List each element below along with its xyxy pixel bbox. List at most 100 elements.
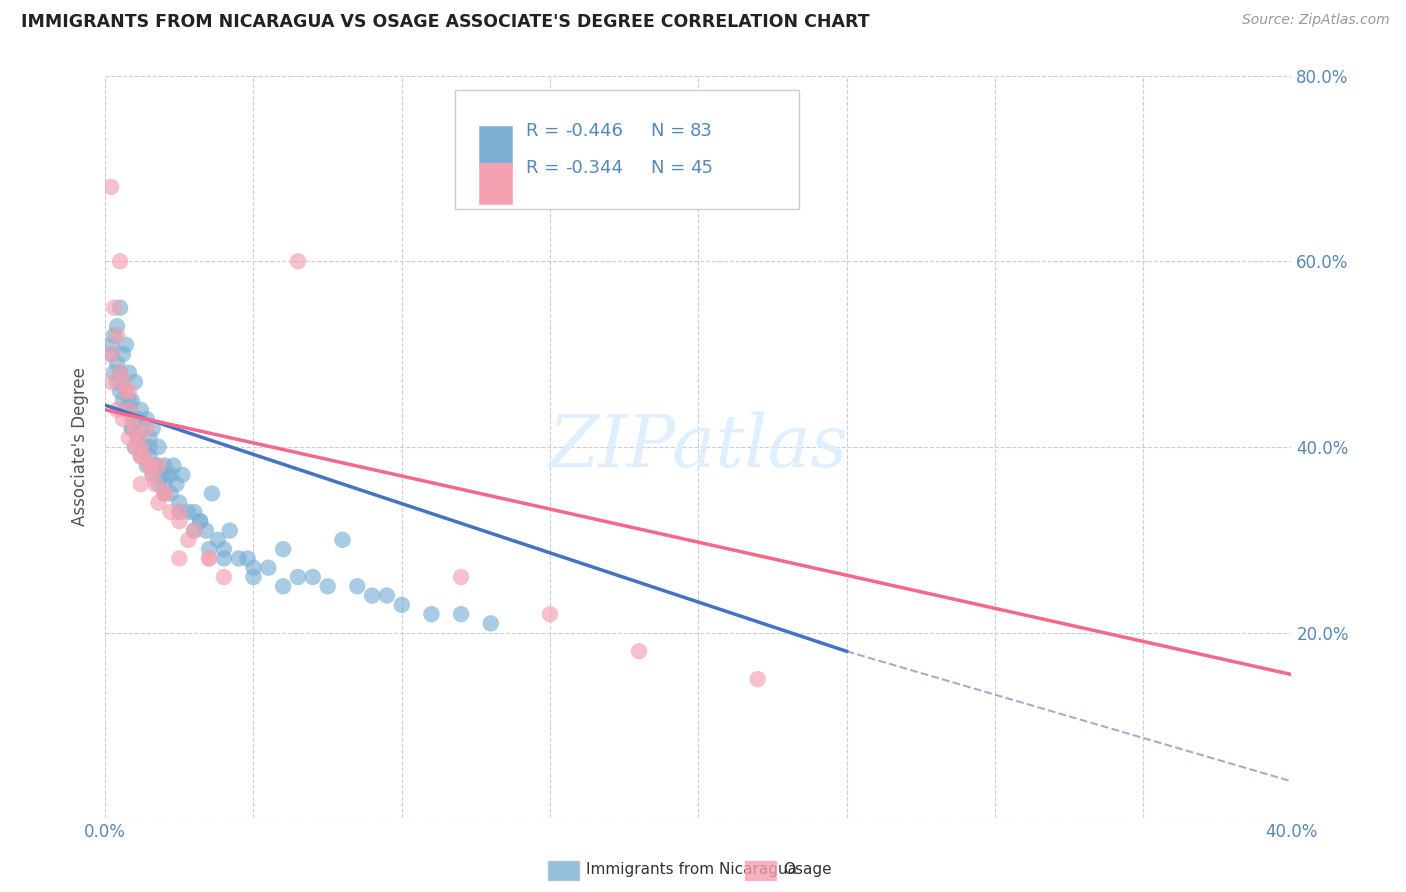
Text: -0.446: -0.446 (565, 122, 623, 140)
Point (162, 458, 184, 473)
Point (159, 505, 181, 519)
Point (169, 551, 191, 566)
Point (195, 524, 218, 538)
Point (198, 542, 221, 557)
Point (150, 467, 173, 482)
FancyBboxPatch shape (479, 126, 512, 167)
Text: N =: N = (651, 122, 690, 140)
Point (169, 505, 191, 519)
Point (172, 467, 194, 482)
Text: ZIPatlas: ZIPatlas (548, 412, 848, 483)
Point (129, 450, 152, 464)
Point (153, 458, 176, 473)
Point (183, 505, 205, 519)
Point (118, 402, 141, 417)
Point (142, 421, 165, 435)
Point (538, 607, 561, 622)
Point (747, 672, 769, 686)
Point (132, 450, 155, 464)
Point (129, 450, 152, 464)
Point (169, 514, 191, 528)
Point (105, 356, 128, 370)
Point (287, 570, 309, 584)
Point (159, 467, 181, 482)
Point (198, 551, 221, 566)
Point (148, 440, 170, 454)
Point (111, 375, 134, 389)
Point (153, 486, 176, 500)
Point (257, 560, 280, 574)
Point (156, 467, 179, 482)
Point (188, 514, 211, 528)
Point (207, 533, 229, 547)
Point (100, 347, 122, 361)
Point (236, 551, 259, 566)
Point (129, 421, 152, 435)
Point (111, 375, 134, 389)
Point (105, 402, 128, 417)
Point (148, 496, 170, 510)
Point (121, 393, 143, 408)
Point (148, 477, 170, 491)
Point (142, 467, 165, 482)
Point (198, 551, 221, 566)
Point (159, 486, 181, 500)
Point (121, 421, 143, 435)
Point (169, 496, 191, 510)
Point (212, 542, 235, 557)
Text: N =: N = (651, 160, 690, 178)
Point (121, 412, 143, 426)
Point (118, 431, 141, 445)
Point (148, 458, 170, 473)
Point (361, 589, 384, 603)
Point (183, 524, 205, 538)
Point (169, 505, 191, 519)
Point (212, 551, 235, 566)
Point (218, 524, 240, 538)
Point (127, 412, 149, 426)
Point (124, 440, 146, 454)
Text: 83: 83 (690, 122, 713, 140)
Text: Osage: Osage (783, 863, 832, 877)
Point (108, 301, 131, 315)
Point (142, 467, 165, 482)
Point (145, 458, 167, 473)
Point (138, 458, 160, 473)
Point (301, 570, 323, 584)
Point (127, 431, 149, 445)
Point (375, 589, 398, 603)
Point (135, 458, 157, 473)
Point (332, 533, 354, 547)
Point (132, 440, 155, 454)
Point (242, 560, 264, 574)
Point (228, 551, 250, 566)
Point (105, 319, 128, 334)
Point (391, 598, 413, 612)
Point (124, 375, 146, 389)
Point (627, 644, 650, 658)
Point (100, 338, 122, 352)
Point (103, 328, 125, 343)
Point (271, 579, 294, 593)
Text: 45: 45 (690, 160, 713, 178)
Point (108, 366, 131, 380)
Point (183, 524, 205, 538)
Point (153, 486, 176, 500)
Point (420, 607, 443, 622)
Text: R =: R = (526, 160, 565, 178)
Point (138, 431, 160, 445)
Point (177, 533, 200, 547)
Text: R =: R = (526, 122, 565, 140)
Point (118, 393, 141, 408)
Point (103, 301, 125, 315)
Point (135, 412, 157, 426)
Point (201, 486, 224, 500)
Point (100, 375, 122, 389)
Point (111, 347, 134, 361)
Point (287, 254, 309, 268)
FancyBboxPatch shape (456, 90, 799, 210)
Point (118, 402, 141, 417)
Point (346, 579, 368, 593)
Point (108, 366, 131, 380)
Point (124, 421, 146, 435)
